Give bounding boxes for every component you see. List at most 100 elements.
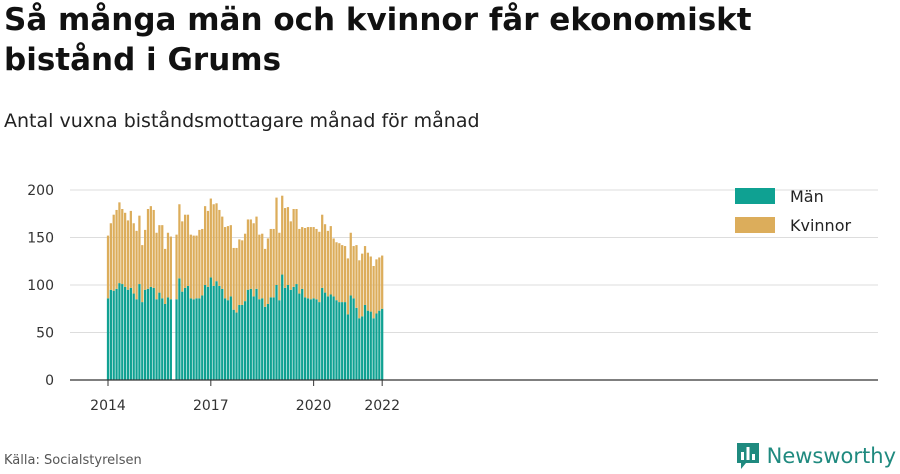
bar-men-17 — [155, 299, 158, 380]
bar-women-18 — [158, 225, 161, 293]
bar-women-22 — [169, 236, 172, 300]
bar-men-52 — [255, 288, 258, 380]
bar-women-73 — [315, 228, 318, 300]
x-tick-label-2020: 2020 — [296, 398, 332, 414]
bar-men-59 — [275, 285, 278, 380]
bar-men-63 — [286, 285, 290, 380]
bar-women-32 — [198, 229, 201, 299]
legend-label-men: Män — [790, 187, 824, 206]
bar-women-17 — [155, 232, 158, 300]
bar-women-63 — [286, 207, 290, 285]
x-tick-label-2022: 2022 — [364, 398, 400, 414]
bar-men-57 — [269, 297, 272, 380]
bar-women-81 — [338, 243, 341, 303]
bar-men-34 — [203, 285, 207, 380]
bar-men-38 — [215, 281, 218, 380]
bar-men-51 — [252, 296, 255, 380]
bar-men-37 — [212, 285, 215, 380]
bar-men-0 — [106, 298, 110, 380]
bar-men-95 — [378, 310, 381, 380]
bar-women-94 — [375, 259, 378, 314]
bar-women-75 — [321, 214, 324, 288]
bar-women-53 — [258, 234, 261, 300]
bar-men-21 — [166, 297, 170, 380]
bar-women-90 — [363, 246, 367, 305]
y-tick-label-50: 50 — [36, 326, 54, 342]
bar-men-90 — [363, 304, 367, 380]
bar-men-20 — [163, 304, 167, 380]
bar-women-65 — [292, 209, 295, 287]
y-tick-label-0: 0 — [45, 373, 54, 389]
bar-men-58 — [272, 297, 275, 380]
bar-men-72 — [312, 298, 315, 380]
bar-men-96 — [381, 308, 384, 380]
bar-men-5 — [121, 284, 124, 380]
bar-men-65 — [292, 286, 295, 380]
bar-men-29 — [189, 298, 192, 380]
bar-men-79 — [332, 296, 335, 380]
bar-women-35 — [206, 210, 210, 287]
bar-women-61 — [281, 195, 284, 275]
bar-men-70 — [306, 298, 310, 380]
bar-men-47 — [241, 304, 244, 380]
bar-men-9 — [132, 293, 135, 380]
bar-women-52 — [255, 216, 258, 289]
bar-men-7 — [126, 289, 130, 380]
bar-women-8 — [129, 210, 132, 288]
bar-women-24 — [175, 234, 178, 300]
chart-subtitle: Antal vuxna biståndsmottagare månad för … — [4, 110, 480, 132]
bar-men-26 — [181, 291, 184, 380]
bar-men-73 — [315, 299, 318, 380]
bar-women-84 — [346, 258, 350, 315]
x-tick-label-2017: 2017 — [193, 398, 229, 414]
bar-women-96 — [381, 255, 384, 309]
bar-men-69 — [303, 297, 307, 380]
bar-women-92 — [369, 256, 372, 312]
bar-men-87 — [355, 307, 358, 380]
bar-men-33 — [201, 295, 204, 380]
bar-men-68 — [301, 288, 304, 380]
bar-men-86 — [352, 298, 355, 380]
bar-men-80 — [335, 300, 338, 380]
bar-men-19 — [161, 298, 164, 380]
bar-women-88 — [358, 260, 361, 319]
bar-men-36 — [209, 277, 212, 380]
bar-men-35 — [206, 286, 210, 380]
bar-women-11 — [138, 215, 141, 285]
bar-men-67 — [298, 293, 301, 380]
bar-women-89 — [361, 253, 364, 317]
bar-women-27 — [183, 214, 187, 288]
bar-men-64 — [289, 289, 292, 380]
bar-women-86 — [352, 246, 355, 299]
bar-men-50 — [249, 288, 252, 380]
bar-men-43 — [229, 296, 232, 380]
bar-men-10 — [135, 299, 138, 380]
bar-men-56 — [266, 304, 270, 380]
bar-men-12 — [141, 302, 144, 380]
bar-women-43 — [229, 225, 232, 297]
bar-women-95 — [378, 257, 381, 311]
bar-men-40 — [221, 288, 224, 380]
bar-men-82 — [341, 302, 344, 380]
legend-swatch-men — [735, 188, 775, 204]
bar-women-1 — [109, 223, 112, 290]
bar-men-62 — [283, 287, 287, 380]
bar-men-92 — [369, 311, 372, 380]
bar-women-47 — [241, 240, 244, 305]
bar-men-91 — [366, 310, 370, 380]
newsworthy-brand: Newsworthy — [735, 440, 896, 472]
bar-women-40 — [221, 216, 224, 289]
bar-men-83 — [343, 302, 347, 380]
bar-women-78 — [329, 226, 332, 295]
bar-women-44 — [232, 247, 235, 310]
bar-women-41 — [223, 227, 227, 299]
bar-women-3 — [115, 209, 118, 289]
bar-women-7 — [126, 220, 130, 290]
bar-men-48 — [243, 301, 247, 380]
bar-women-15 — [149, 206, 152, 287]
bar-men-45 — [235, 312, 238, 380]
bar-men-60 — [278, 300, 281, 380]
bar-men-85 — [349, 295, 352, 380]
bar-women-9 — [132, 223, 135, 294]
bar-men-76 — [323, 292, 327, 380]
